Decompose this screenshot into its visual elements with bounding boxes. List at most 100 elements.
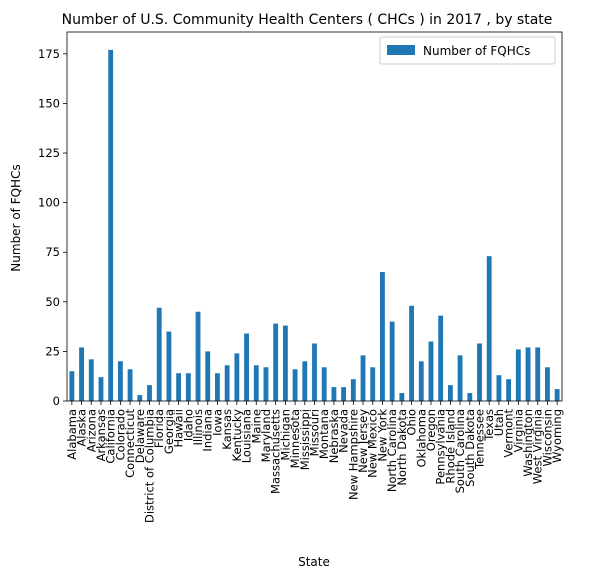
bar-kentucky <box>234 353 240 401</box>
bar-missouri <box>312 343 317 401</box>
bar-district-of-columbia <box>147 385 152 401</box>
y-tick-label: 100 <box>38 196 60 210</box>
y-tick-label: 150 <box>38 96 60 110</box>
x-tick-label: District of Columbia <box>143 409 157 523</box>
bar-wyoming <box>554 389 560 401</box>
bar-new-jersey <box>360 355 366 401</box>
bar-new-mexico <box>370 367 376 401</box>
x-tick-label: Florida <box>152 409 166 448</box>
legend-label: Number of FQHCs <box>423 44 530 58</box>
bar-north-carolina <box>389 321 395 401</box>
bar-hawaii <box>176 373 182 401</box>
x-tick-label: Alabama <box>65 409 79 460</box>
x-tick-label: Hawaii <box>172 409 186 448</box>
bar-nebraska <box>331 387 337 401</box>
x-tick-label: South Carolina <box>453 409 467 493</box>
x-tick-label: Texas <box>482 409 496 442</box>
bar-massachusetts <box>273 323 279 401</box>
y-tick-label: 50 <box>45 295 60 309</box>
bar-idaho <box>185 373 191 401</box>
x-tick-label: Oregon <box>424 409 438 451</box>
x-tick-label: Utah <box>492 409 506 436</box>
bar-louisiana <box>244 333 249 401</box>
bar-new-york <box>380 272 385 401</box>
x-tick-label: New Jersey <box>356 409 370 473</box>
x-tick-label: Louisiana <box>240 409 254 463</box>
bar-georgia <box>166 331 172 401</box>
x-tick-label: Pennsylvania <box>434 409 448 485</box>
x-tick-label: South Dakota <box>463 409 477 487</box>
x-tick-label: Minnesota <box>288 409 302 468</box>
bar-virginia <box>515 349 521 401</box>
x-tick-label: Delaware <box>133 409 147 463</box>
x-tick-label: Maine <box>249 409 263 444</box>
x-tick-label: Kansas <box>220 409 234 450</box>
x-tick-label: Michigan <box>278 409 292 461</box>
x-tick-label: Nevada <box>337 409 351 453</box>
bar-vermont <box>506 379 512 401</box>
x-tick-label: Arizona <box>84 409 98 452</box>
bar-maryland <box>263 367 269 401</box>
bar-oklahoma <box>418 361 424 401</box>
bar-connecticut <box>127 369 133 401</box>
y-axis-title: Number of FQHCs <box>9 164 23 271</box>
y-tick-label: 25 <box>45 344 60 358</box>
x-tick-label: Connecticut <box>123 409 137 478</box>
bar-south-carolina <box>457 355 463 401</box>
bar-iowa <box>215 373 220 401</box>
x-tick-label: New Hampshire <box>346 409 360 500</box>
y-tick-label: 75 <box>45 245 60 259</box>
bar-florida <box>156 307 162 401</box>
x-tick-label: Mississippi <box>298 409 312 470</box>
bar-washington <box>525 347 531 401</box>
legend-box <box>379 36 556 65</box>
y-tick-label: 125 <box>38 146 60 160</box>
x-tick-label: Georgia <box>162 409 176 454</box>
x-tick-label: Rhode Island <box>443 409 457 484</box>
bar-north-dakota <box>399 393 405 401</box>
x-tick-label: Nebraska <box>327 409 341 463</box>
bar-ohio <box>409 305 414 401</box>
bar-texas <box>486 256 492 401</box>
x-tick-label: Idaho <box>181 409 195 441</box>
x-tick-label: Massachusetts <box>269 409 283 494</box>
x-tick-label: Iowa <box>210 409 224 436</box>
bar-arizona <box>88 359 94 401</box>
bar-kansas <box>224 365 230 401</box>
bar-tennessee <box>477 343 482 401</box>
bar-nevada <box>341 387 347 401</box>
bar-mississippi <box>302 361 308 401</box>
x-tick-label: North Dakota <box>395 409 409 486</box>
bar-illinois <box>195 311 201 401</box>
x-tick-label: Oklahoma <box>414 409 428 468</box>
bars-layer <box>69 49 560 401</box>
bar-alabama <box>69 371 75 401</box>
bar-michigan <box>282 325 288 401</box>
bar-arkansas <box>98 377 104 401</box>
legend: Number of FQHCs <box>379 36 556 65</box>
bar-alaska <box>79 347 84 401</box>
x-tick-label: Indiana <box>201 409 215 452</box>
x-tick-label: Ohio <box>405 409 419 436</box>
bar-minnesota <box>292 369 298 401</box>
bar-oregon <box>428 341 434 401</box>
x-tick-label: Colorado <box>113 409 127 460</box>
y-tick-label: 0 <box>53 394 60 408</box>
bar-wisconsin <box>545 367 550 401</box>
legend-swatch <box>387 45 415 55</box>
bar-indiana <box>205 351 211 401</box>
x-axis-title: State <box>298 555 330 569</box>
y-tick-label: 175 <box>38 47 60 61</box>
x-tick-label: Tennessee <box>473 409 487 470</box>
bar-rhode-island <box>447 385 453 401</box>
x-tick-label: Washington <box>521 409 535 477</box>
x-tick-label: Virginia <box>511 409 525 452</box>
ticks-layer: AlabamaAlaskaArizonaArkansasCaliforniaCo… <box>38 47 564 523</box>
x-tick-label: Vermont <box>502 409 516 458</box>
bar-delaware <box>137 395 143 401</box>
x-tick-label: California <box>104 409 118 464</box>
x-tick-label: Wyoming <box>550 409 564 463</box>
x-tick-label: North Carolina <box>385 409 399 492</box>
bar-new-hampshire <box>350 379 356 401</box>
